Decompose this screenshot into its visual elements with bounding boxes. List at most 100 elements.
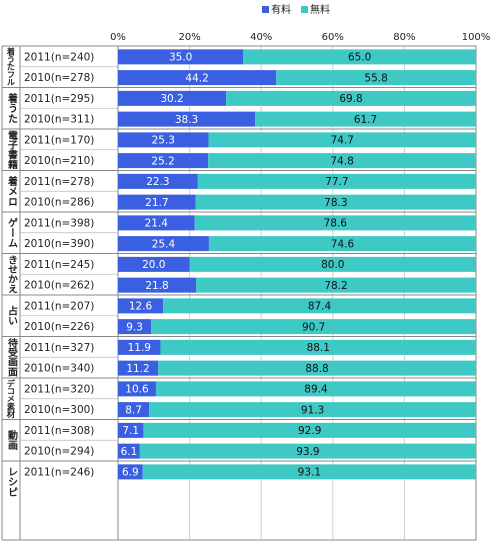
data-label-free: 74.6 bbox=[331, 238, 355, 250]
category-label: 着うた bbox=[6, 92, 19, 124]
bar-free bbox=[160, 339, 477, 355]
bar-paid bbox=[118, 422, 144, 438]
bar-free bbox=[155, 381, 476, 397]
data-label-paid: 25.4 bbox=[152, 238, 176, 250]
x-tick-label: 60% bbox=[322, 32, 344, 43]
category-label: ゲーム bbox=[6, 216, 18, 248]
legend-swatch-paid bbox=[262, 6, 269, 13]
data-label-free: 91.3 bbox=[301, 404, 324, 416]
data-label-free: 55.8 bbox=[364, 72, 387, 84]
category-label: 着うたフル bbox=[6, 47, 16, 86]
row-label: 2010(n=278) bbox=[24, 72, 94, 84]
data-label-free: 65.0 bbox=[348, 52, 371, 64]
data-label-paid: 35.0 bbox=[169, 52, 192, 64]
data-label-free: 89.4 bbox=[304, 384, 328, 396]
data-label-paid: 44.2 bbox=[185, 72, 208, 84]
legend-label-free: 無料 bbox=[310, 3, 330, 16]
data-label-paid: 21.8 bbox=[145, 280, 168, 292]
data-label-paid: 7.1 bbox=[122, 425, 139, 437]
category-label: 待受画面 bbox=[6, 337, 18, 377]
row-label: 2011(n=398) bbox=[24, 217, 94, 229]
bar-paid bbox=[118, 339, 161, 355]
data-label-free: 93.9 bbox=[296, 446, 319, 458]
row-label: 2011(n=308) bbox=[24, 425, 94, 437]
bar-free bbox=[195, 194, 476, 210]
data-label-paid: 10.6 bbox=[125, 384, 149, 396]
data-label-free: 74.8 bbox=[330, 155, 353, 167]
row-label: 2010(n=226) bbox=[24, 321, 94, 333]
row-label: 2011(n=170) bbox=[24, 134, 94, 146]
data-label-paid: 9.3 bbox=[126, 321, 143, 333]
data-label-paid: 25.3 bbox=[152, 135, 175, 147]
row-label: 2010(n=390) bbox=[24, 238, 94, 250]
data-label-free: 69.8 bbox=[339, 93, 362, 105]
category-label: きせかえ bbox=[6, 255, 18, 294]
data-label-paid: 6.1 bbox=[121, 446, 138, 458]
data-label-paid: 21.7 bbox=[145, 197, 168, 209]
bar-paid bbox=[118, 173, 198, 189]
bar-free bbox=[197, 173, 477, 189]
data-label-free: 78.2 bbox=[324, 280, 347, 292]
bar-free bbox=[151, 319, 476, 335]
legend-label-paid: 有料 bbox=[271, 3, 291, 16]
category-label: 動画 bbox=[6, 429, 18, 451]
data-label-paid: 21.4 bbox=[145, 218, 169, 230]
data-label-paid: 11.9 bbox=[128, 342, 151, 354]
data-label-paid: 38.3 bbox=[175, 114, 198, 126]
bar-paid bbox=[118, 360, 159, 376]
data-label-free: 61.7 bbox=[354, 114, 377, 126]
bar-paid bbox=[118, 236, 209, 252]
x-tick-label: 20% bbox=[178, 32, 200, 43]
bar-paid bbox=[118, 49, 244, 65]
bar-paid bbox=[118, 402, 150, 418]
data-label-paid: 8.7 bbox=[125, 404, 142, 416]
category-label: 占い bbox=[6, 304, 17, 326]
legend-swatch-free bbox=[301, 6, 308, 13]
row-label: 2010(n=286) bbox=[24, 197, 94, 209]
bar-free bbox=[255, 111, 476, 127]
bar-paid bbox=[118, 70, 277, 86]
bar-paid bbox=[118, 215, 195, 231]
category-label: レシピ bbox=[6, 466, 18, 497]
category-label: 着メロ bbox=[6, 175, 19, 207]
category-label: デコメ素材 bbox=[6, 379, 16, 419]
bar-paid bbox=[118, 111, 256, 127]
row-label: 2011(n=278) bbox=[24, 176, 94, 188]
row-label: 2011(n=207) bbox=[24, 300, 94, 312]
bar-free bbox=[276, 70, 476, 86]
row-label: 2010(n=340) bbox=[24, 363, 94, 375]
row-label: 2011(n=327) bbox=[24, 342, 94, 354]
bar-free bbox=[208, 132, 476, 148]
data-label-free: 93.1 bbox=[298, 467, 321, 479]
x-tick-label: 40% bbox=[250, 32, 272, 43]
data-label-free: 92.9 bbox=[298, 425, 321, 437]
data-label-free: 90.7 bbox=[302, 321, 325, 333]
data-label-free: 80.0 bbox=[321, 259, 344, 271]
row-label: 2010(n=311) bbox=[24, 114, 94, 126]
bar-free bbox=[196, 277, 476, 293]
bar-free bbox=[142, 464, 476, 480]
data-label-paid: 12.6 bbox=[129, 301, 153, 313]
bar-free bbox=[143, 422, 476, 438]
bar-paid bbox=[118, 90, 227, 106]
bar-free bbox=[243, 49, 476, 65]
bar-free bbox=[226, 90, 476, 106]
data-label-free: 88.1 bbox=[307, 342, 330, 354]
data-label-free: 77.7 bbox=[325, 176, 348, 188]
row-label: 2011(n=246) bbox=[24, 466, 94, 478]
bar-free bbox=[189, 256, 476, 272]
row-label: 2010(n=210) bbox=[24, 155, 94, 167]
bar-free bbox=[194, 215, 476, 231]
data-label-free: 78.6 bbox=[324, 218, 348, 230]
x-tick-label: 100% bbox=[462, 32, 491, 43]
row-label: 2011(n=295) bbox=[24, 93, 94, 105]
bar-paid bbox=[118, 381, 156, 397]
bar-paid bbox=[118, 319, 152, 335]
bar-paid bbox=[118, 443, 140, 459]
data-label-paid: 20.0 bbox=[142, 259, 165, 271]
bar-free bbox=[139, 443, 476, 459]
category-label: 電子書籍 bbox=[6, 130, 19, 169]
x-tick-label: 0% bbox=[110, 32, 126, 43]
bar-paid bbox=[118, 132, 209, 148]
